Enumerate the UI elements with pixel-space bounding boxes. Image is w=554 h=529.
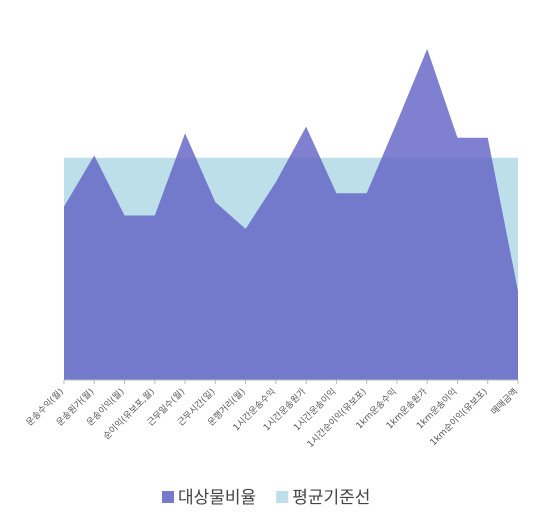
x-tick-label: 매매금액	[488, 386, 520, 418]
legend: 대상물비율 평균기준선	[162, 488, 370, 508]
area	[64, 48, 518, 381]
legend-swatch	[276, 491, 289, 503]
legend-label: 대상물비율	[178, 488, 256, 508]
x-tick-label: 순이익(유보포,월)	[100, 386, 156, 442]
legend-swatch	[162, 491, 174, 503]
legend-label: 평균기준선	[292, 488, 370, 508]
